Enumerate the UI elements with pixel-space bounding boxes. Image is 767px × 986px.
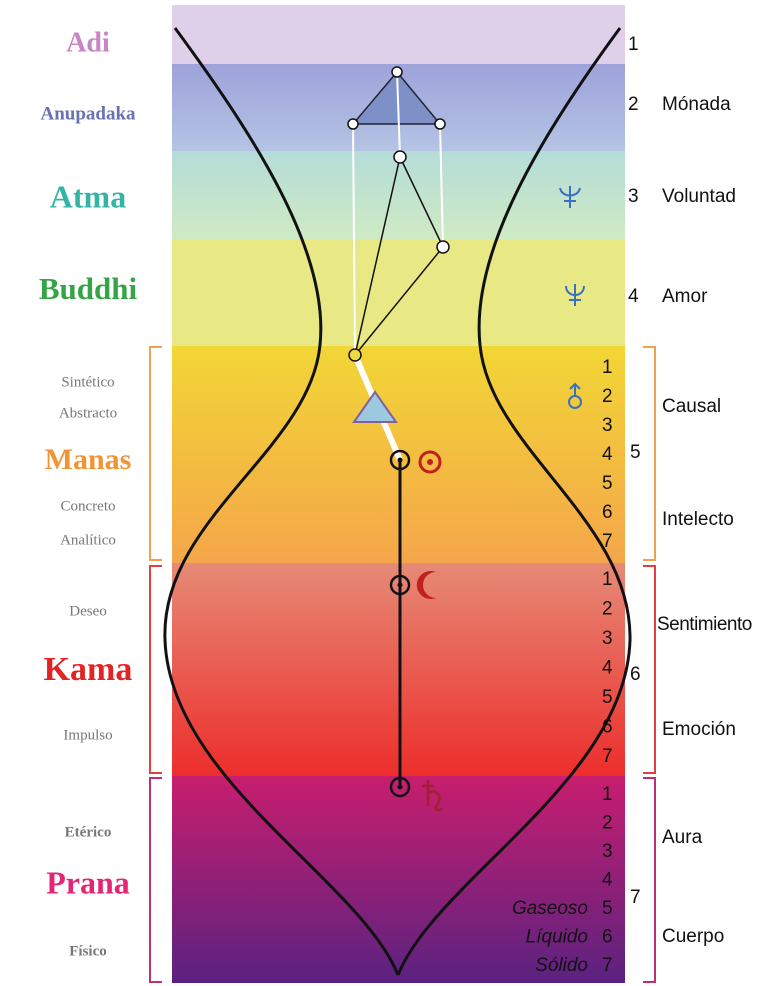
uranus-symbol — [568, 395, 582, 409]
saturn-symbol — [422, 780, 444, 812]
sub-label: Analítico — [60, 532, 116, 548]
symbols — [416, 186, 585, 812]
right-label: Emoción — [662, 719, 736, 740]
subplane-number: 5 — [602, 898, 613, 919]
right-label: Sentimiento — [657, 614, 752, 635]
plane-name: Anupadaka — [40, 103, 136, 124]
uranus-symbol — [569, 382, 581, 396]
dot — [397, 784, 403, 790]
right-label: Causal — [662, 396, 721, 417]
subplane-number: 3 — [602, 841, 613, 862]
monad-triangle — [351, 70, 442, 125]
node — [391, 66, 403, 78]
sub-label: Concreto — [61, 498, 116, 514]
plane-number: 1 — [628, 34, 639, 55]
plane-number: 2 — [628, 94, 639, 115]
right-curve — [396, 27, 632, 976]
right-label: Aura — [662, 827, 703, 848]
plane-meaning: Amor — [662, 286, 708, 307]
node-moon — [389, 574, 411, 596]
bracket-kama — [149, 565, 656, 774]
plane-name: Kama — [44, 651, 133, 688]
subplane-number: 7 — [602, 955, 613, 976]
subplane-number: 5 — [602, 473, 613, 494]
node-sun — [389, 449, 411, 471]
bracket-manas — [149, 346, 656, 561]
labels: Adi 1 Anupadaka 2 Mónada Atma 3 Voluntad Buddhi 4… — [39, 27, 752, 976]
node — [348, 348, 362, 362]
plane-number: 4 — [628, 286, 639, 307]
sun-symbol — [427, 459, 433, 465]
band-buddhi — [172, 239, 625, 346]
right-label: Intelecto — [662, 509, 734, 530]
plane-meaning: Mónada — [662, 94, 731, 115]
sun-symbol — [418, 450, 442, 474]
node — [347, 118, 359, 130]
curves — [163, 27, 632, 976]
moon-symbol — [416, 571, 436, 599]
subplane-number: 6 — [602, 717, 613, 738]
structure — [347, 66, 450, 798]
sub-label: Sintético — [61, 374, 114, 390]
subplane-number: 4 — [602, 444, 613, 465]
subplane-number: 1 — [602, 569, 613, 590]
bracket-prana — [149, 777, 656, 983]
right-label: Cuerpo — [662, 926, 724, 947]
subplane-number: 5 — [602, 687, 613, 708]
left-curve — [163, 27, 400, 976]
dot — [397, 457, 403, 463]
plane-number: 6 — [630, 664, 641, 685]
plane-name: Atma — [50, 178, 126, 214]
plane-name: Buddhi — [39, 271, 138, 306]
plane-name: Manas — [45, 443, 132, 476]
subplane-number: 2 — [602, 599, 613, 620]
plane-number: 3 — [628, 186, 639, 207]
subplane-number: 1 — [602, 784, 613, 805]
plane-number: 7 — [630, 887, 641, 908]
white-line — [396, 71, 401, 158]
subplane-number: 4 — [602, 658, 613, 679]
plane-name: Prana — [46, 864, 130, 900]
sub-label: Impulso — [63, 727, 112, 743]
band-prana — [172, 776, 625, 983]
subplane-number: 3 — [602, 628, 613, 649]
state-label: Sólido — [535, 955, 588, 976]
subplane-number: 1 — [602, 357, 613, 378]
white-line — [352, 123, 356, 356]
sub-label: Etérico — [65, 824, 112, 840]
sub-label: Físico — [69, 943, 107, 959]
node — [434, 118, 446, 130]
node-saturn — [389, 776, 411, 798]
sub-label: Deseo — [69, 603, 107, 619]
node — [393, 150, 407, 164]
subplane-number: 4 — [602, 870, 613, 891]
sub-label: Abstracto — [59, 405, 117, 421]
neptune-symbol — [565, 284, 585, 306]
node — [436, 240, 450, 254]
state-label: Líquido — [526, 927, 588, 948]
subplane-number: 2 — [602, 386, 613, 407]
white-line — [439, 123, 444, 248]
dot — [397, 582, 403, 588]
causal-triangle — [352, 390, 398, 423]
plane-number: 5 — [630, 442, 641, 463]
subplane-number: 7 — [602, 746, 613, 767]
plane-meaning: Voluntad — [662, 186, 736, 207]
state-label: Gaseoso — [512, 898, 588, 919]
subplane-number: 2 — [602, 813, 613, 834]
subplane-number: 7 — [602, 531, 613, 552]
plane-name: Adi — [66, 27, 110, 58]
subplane-number: 6 — [602, 927, 613, 948]
neptune-symbol — [559, 186, 581, 208]
brackets — [149, 346, 656, 983]
band-adi — [172, 5, 625, 64]
subplane-number: 3 — [602, 415, 613, 436]
subplane-number: 6 — [602, 502, 613, 523]
triad — [354, 156, 444, 356]
